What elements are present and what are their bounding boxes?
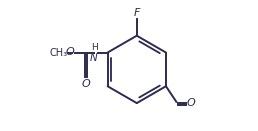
Text: O: O xyxy=(186,98,195,108)
Text: CH₃: CH₃ xyxy=(49,48,67,58)
Text: F: F xyxy=(134,8,140,18)
Text: N: N xyxy=(90,53,98,63)
Text: O: O xyxy=(82,79,90,89)
Text: H: H xyxy=(91,43,98,52)
Text: O: O xyxy=(66,47,74,57)
